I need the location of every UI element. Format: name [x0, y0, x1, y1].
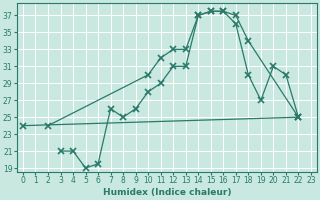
X-axis label: Humidex (Indice chaleur): Humidex (Indice chaleur)	[103, 188, 231, 197]
